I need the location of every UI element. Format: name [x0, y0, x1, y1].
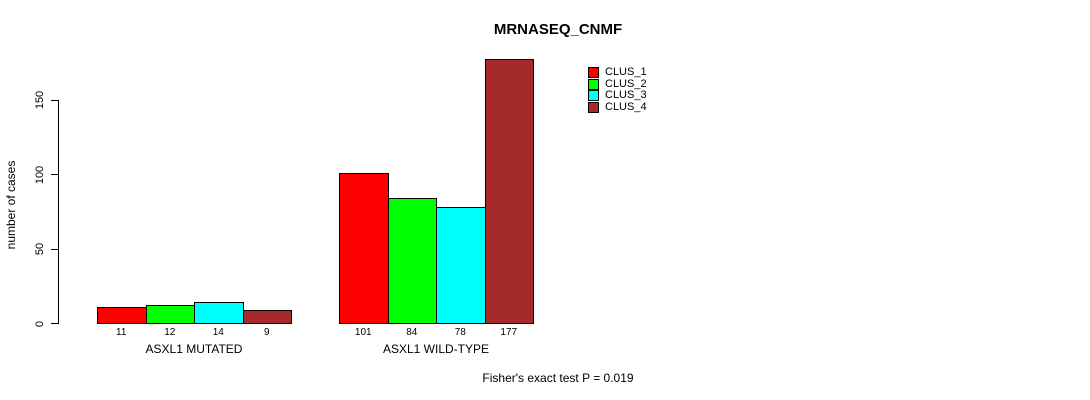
footnote-fisher-test: Fisher's exact test P = 0.019 [482, 371, 634, 385]
legend-swatch-clus_2 [588, 78, 599, 90]
y-tick-label: 100 [34, 165, 46, 184]
legend-label-clus_4: CLUS_4 [605, 101, 647, 114]
legend-swatch-clus_3 [588, 90, 599, 102]
y-tick-label: 150 [34, 90, 46, 110]
y-axis-tick [51, 248, 58, 250]
y-tick-label: 0 [34, 320, 46, 327]
bar-value-label: 12 [164, 327, 176, 338]
legend-swatch-clus_1 [588, 67, 599, 78]
bar-value-label: 78 [454, 327, 466, 338]
y-axis-tick [51, 174, 58, 175]
bar-value-label: 11 [116, 327, 127, 338]
x-category-label: ASXL1 WILD-TYPE [382, 342, 490, 356]
bar-clus_2-group1 [145, 305, 195, 324]
legend-label-clus_2: CLUS_2 [605, 77, 647, 90]
bar-clus_1-group1 [97, 306, 147, 324]
bar-value-label: 84 [406, 327, 418, 338]
bar-value-label: 14 [212, 327, 224, 338]
legend-label-clus_3: CLUS_3 [605, 89, 647, 102]
bar-value-label: 177 [500, 327, 518, 338]
y-tick-label: 50 [34, 242, 46, 256]
bar-clus_3-group1 [194, 302, 244, 324]
bar-clus_1-group2 [339, 172, 389, 324]
bar-clus_4-group2 [484, 59, 534, 324]
bar-value-label: 9 [263, 327, 270, 338]
legend-swatch-clus_4 [588, 102, 599, 114]
bar-clus_4-group1 [242, 309, 292, 324]
bar-clus_3-group2 [436, 206, 486, 324]
y-axis-tick [51, 99, 58, 101]
x-category-label: ASXL1 MUTATED [145, 342, 243, 356]
bar-value-label: 101 [354, 327, 372, 338]
y-axis-line [58, 99, 59, 324]
chart-title: MRNASEQ_CNMF [493, 21, 623, 38]
legend-label-clus_1: CLUS_1 [605, 66, 647, 78]
y-axis-tick [51, 323, 58, 324]
bar-clus_2-group2 [387, 197, 437, 324]
